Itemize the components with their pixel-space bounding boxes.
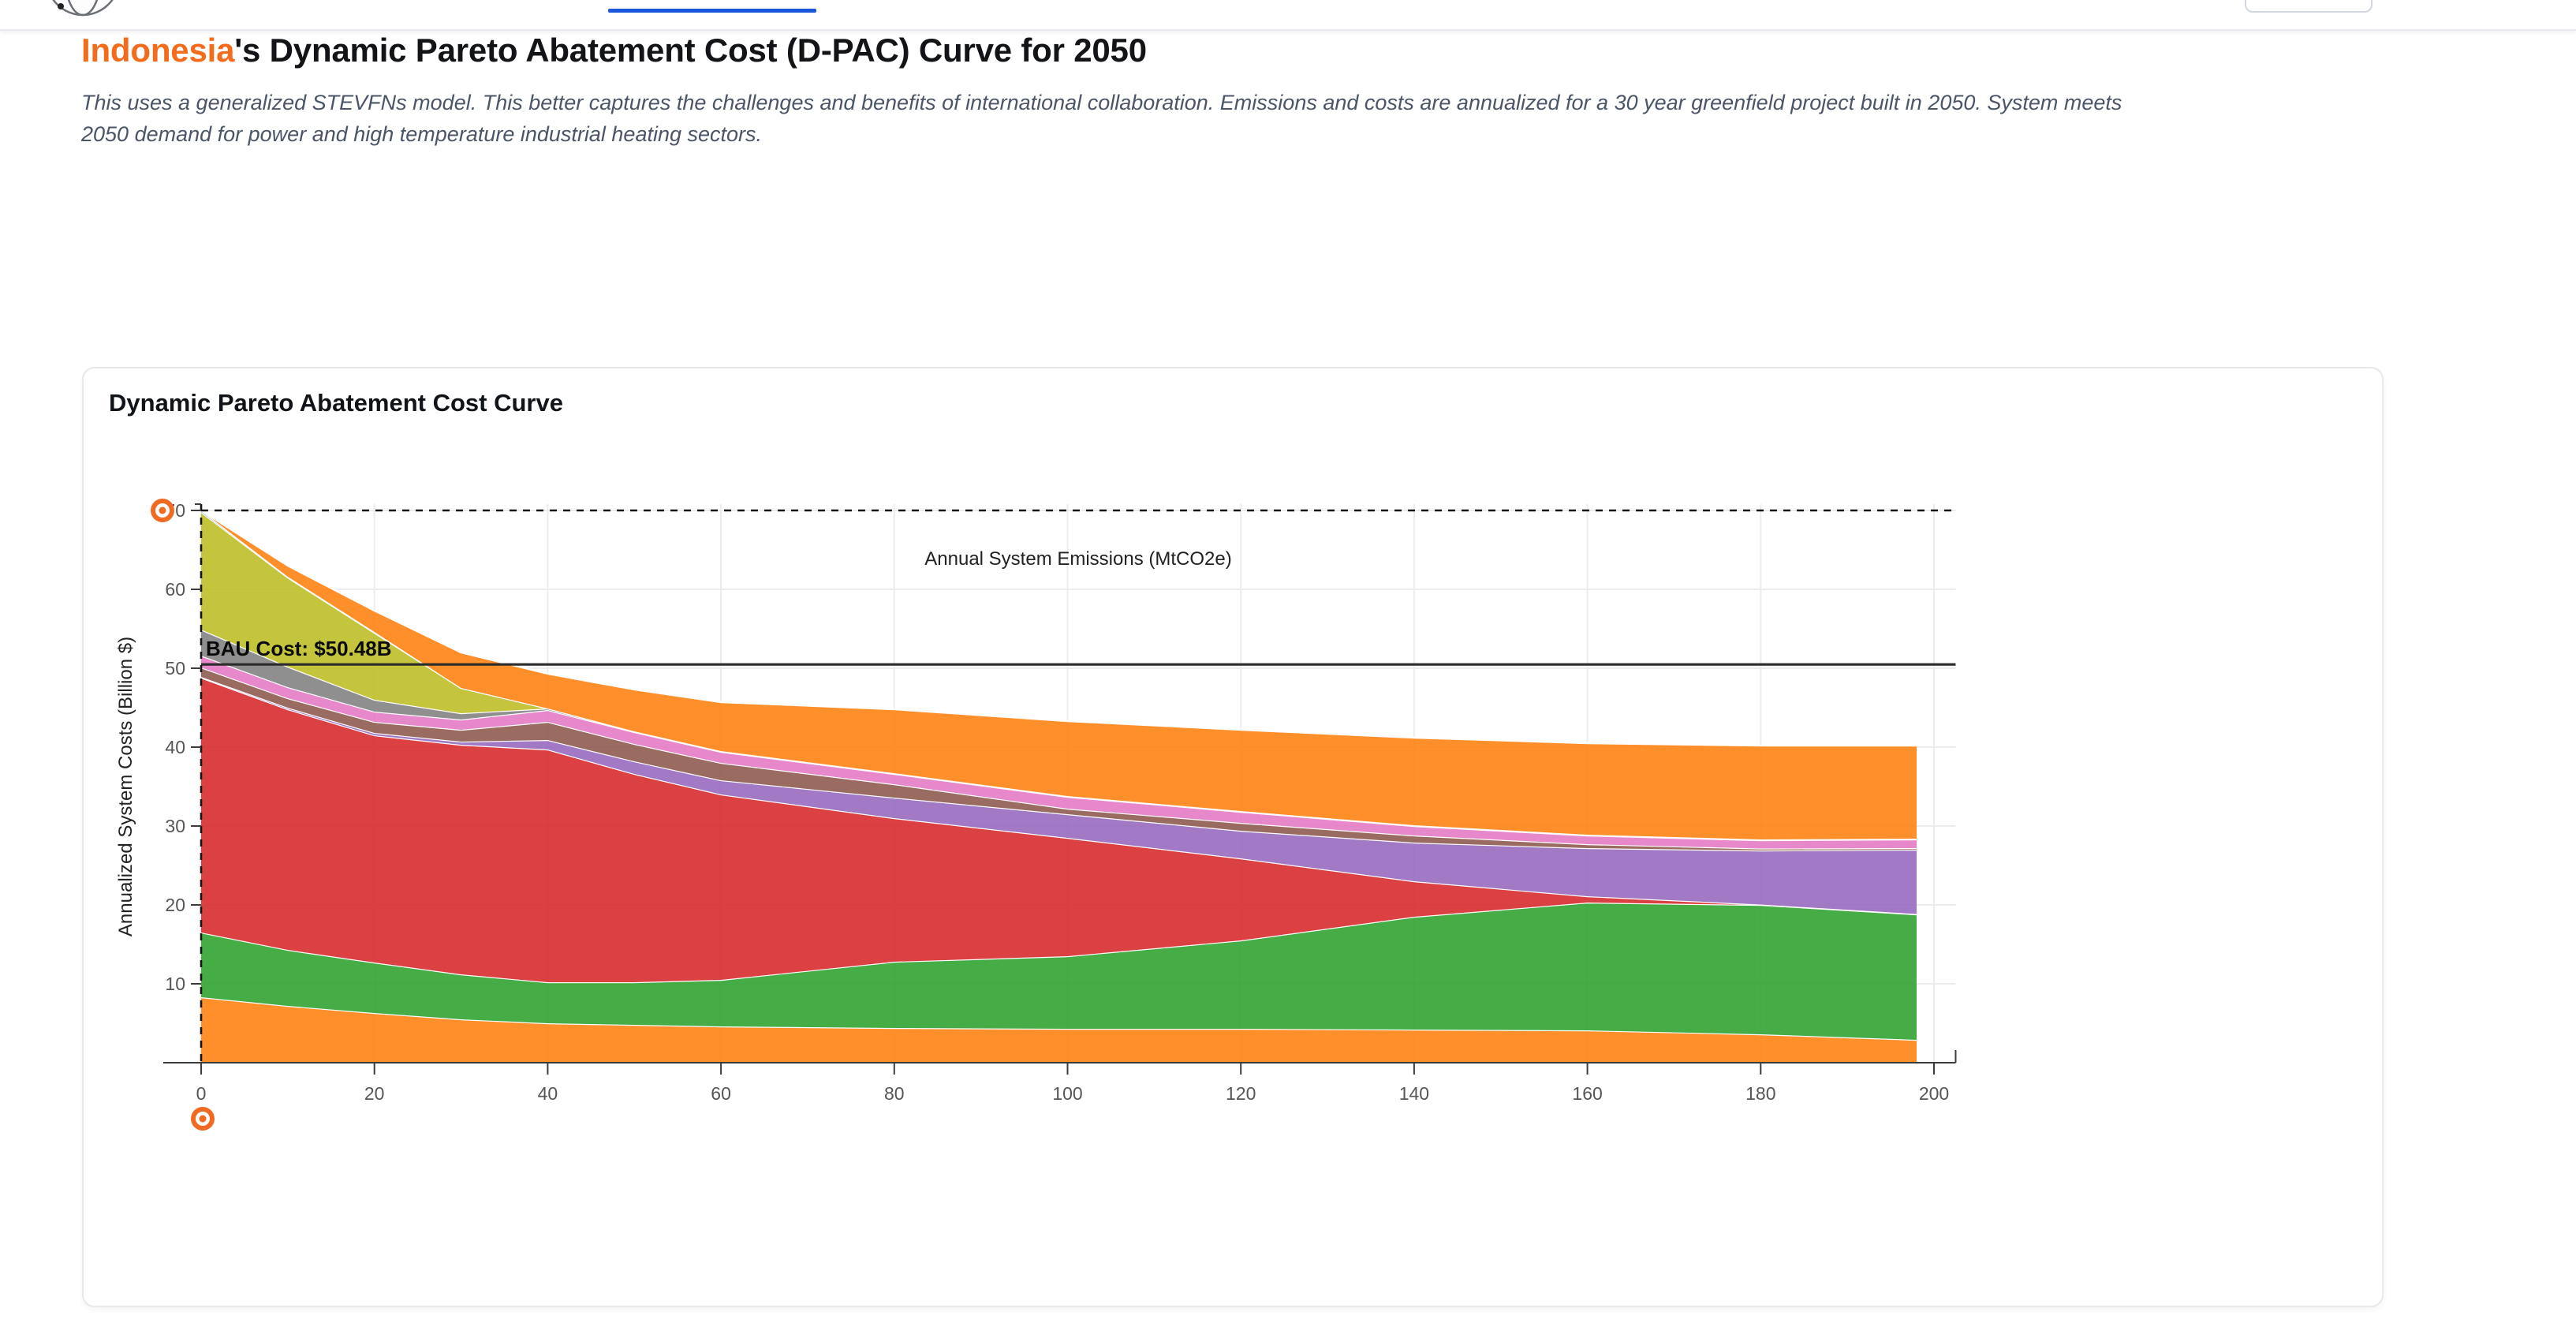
y-tick-label: 30: [165, 816, 185, 836]
x-tick-label: 60: [711, 1083, 731, 1104]
net-zero-cost-marker-dot: [159, 507, 166, 514]
country-name: Indonesia: [81, 32, 235, 69]
x-tick-label: 140: [1399, 1083, 1429, 1104]
area-green[interactable]: [201, 903, 1917, 1040]
page-subtitle: This uses a generalized STEVFNs model. T…: [81, 87, 2495, 150]
x-tick-label: 100: [1052, 1083, 1082, 1104]
top-nav: [0, 0, 2576, 31]
subtitle-line-2: 2050 demand for power and high temperatu…: [81, 122, 763, 146]
nav-action-button[interactable]: [2245, 0, 2373, 13]
y-tick-label: 20: [165, 895, 185, 915]
page-title-rest: 's Dynamic Pareto Abatement Cost (D-PAC)…: [234, 32, 1147, 69]
net-zero-emissions-marker-dot: [199, 1115, 207, 1123]
x-tick-label: 0: [196, 1083, 207, 1104]
y-tick-label: 60: [165, 579, 185, 600]
x-tick-label: 160: [1572, 1083, 1602, 1104]
x-tick-label: 180: [1745, 1083, 1775, 1104]
globe-logo-icon: [52, 0, 114, 17]
x-tick-label: 80: [884, 1083, 905, 1104]
area-purple[interactable]: [201, 677, 1917, 914]
subtitle-line-1: This uses a generalized STEVFNs model. T…: [81, 91, 2122, 114]
page-title: Indonesia's Dynamic Pareto Abatement Cos…: [81, 32, 2495, 69]
x-axis-title: Annual System Emissions (MtCO2e): [924, 548, 1231, 570]
x-tick-label: 20: [364, 1083, 385, 1104]
x-tick-label: 120: [1226, 1083, 1256, 1104]
active-tab-indicator[interactable]: [608, 9, 816, 13]
y-tick-label: 40: [165, 737, 185, 757]
chart-title: Dynamic Pareto Abatement Cost Curve: [109, 389, 563, 417]
page-header: Indonesia's Dynamic Pareto Abatement Cos…: [81, 32, 2495, 150]
y-tick-label: 10: [165, 974, 185, 994]
x-tick-label: 200: [1919, 1083, 1949, 1104]
area-red[interactable]: [201, 678, 1917, 982]
y-tick-label: 50: [165, 658, 185, 678]
area-edge-orange-top: [200, 509, 1917, 747]
x-tick-label: 40: [538, 1083, 558, 1104]
chart-card: Dynamic Pareto Abatement Cost Curve BAU …: [82, 367, 2384, 1307]
bau-cost-label: BAU Cost: $50.48B: [206, 637, 392, 660]
area-orange-top[interactable]: [201, 510, 1917, 839]
y-axis-title: Annualized System Costs (Billion $): [115, 637, 136, 936]
area-orange-base[interactable]: [201, 997, 1917, 1063]
